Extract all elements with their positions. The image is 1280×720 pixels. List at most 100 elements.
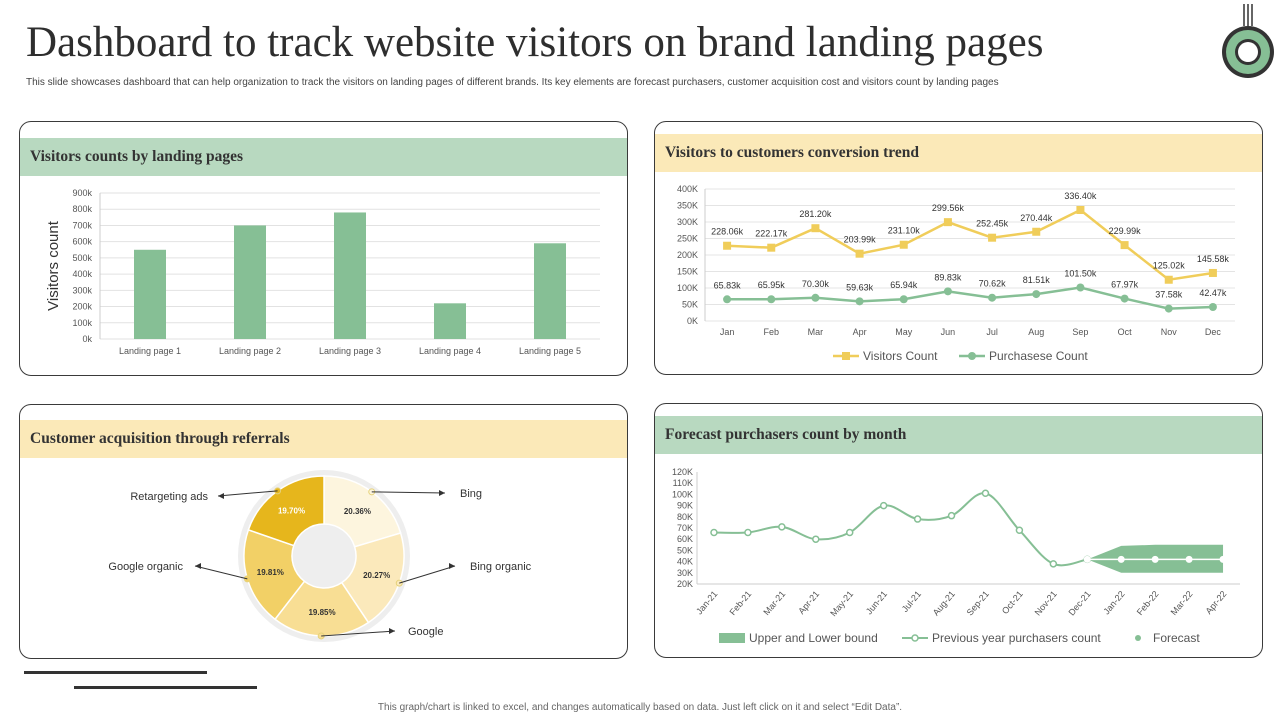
donut-slice-name: Retargeting ads — [130, 491, 208, 503]
conversion-trend-panel: Visitors to customers conversion trend 0… — [654, 121, 1263, 375]
trend-data-label: 70.30k — [802, 279, 830, 289]
fc-y-tick: 100K — [672, 489, 693, 499]
donut-slice-name: Google — [408, 626, 443, 638]
donut-value-label: 20.36% — [344, 507, 371, 516]
fc-x-tick: Jun-21 — [864, 589, 889, 617]
trend-point — [723, 295, 732, 304]
trend-point — [1208, 302, 1217, 311]
trend-point — [943, 218, 952, 227]
trend-point — [1164, 304, 1173, 313]
bar — [134, 249, 166, 339]
fc-forecast-point — [1083, 555, 1091, 563]
donut-slice — [247, 475, 325, 547]
trend-point — [1032, 227, 1041, 236]
trend-data-label: 299.56k — [932, 203, 965, 213]
trend-x-tick: Nov — [1161, 327, 1178, 337]
fc-y-tick: 20K — [677, 579, 693, 589]
fc-y-tick: 110K — [673, 478, 693, 488]
trend-data-label: 42.47k — [1199, 288, 1227, 298]
bar-y-label: Visitors count — [45, 220, 62, 311]
referrals-panel: Customer acquisition through referrals 2… — [19, 404, 628, 659]
bar-y-tick: 500k — [72, 253, 92, 263]
trend-point — [1208, 268, 1217, 277]
fc-prev-year-point — [981, 489, 990, 498]
trend-y-tick: 100K — [677, 283, 698, 293]
bar-y-tick: 400k — [72, 269, 92, 279]
bar — [234, 225, 266, 339]
donut-leader-line — [399, 565, 456, 584]
fc-x-tick: Oct-21 — [1000, 589, 1025, 616]
trend-point — [767, 243, 776, 252]
trend-y-tick: 300K — [677, 217, 698, 227]
trend-y-tick: 200K — [677, 250, 698, 260]
donut-value-label: 19.81% — [257, 568, 284, 577]
fc-x-tick: Jul-21 — [900, 589, 923, 614]
trend-point — [811, 224, 820, 233]
fc-y-tick: 40K — [677, 557, 693, 567]
trend-point — [988, 233, 997, 242]
fc-prev-year-point — [913, 515, 922, 523]
trend-y-tick: 150K — [677, 267, 698, 277]
fc-y-tick: 80K — [677, 512, 693, 522]
bar-y-tick: 600k — [72, 237, 92, 247]
fc-x-tick: May-21 — [828, 589, 855, 618]
conversion-trend-title: Visitors to customers conversion trend — [655, 134, 1262, 172]
target-logo-icon — [1222, 4, 1274, 78]
fc-legend-band-swatch — [719, 633, 745, 643]
bar — [534, 243, 566, 339]
trend-series-line — [727, 286, 1213, 310]
trend-y-tick: 0K — [687, 316, 698, 326]
forecast-panel: Forecast purchasers count by month 20K 30… — [654, 403, 1263, 658]
bar-y-tick: 300k — [72, 285, 92, 295]
trend-data-label: 37.58k — [1155, 290, 1183, 300]
donut-leader-arrow — [439, 490, 445, 496]
trend-data-label: 125.02k — [1153, 261, 1186, 271]
trend-data-label: 231.10k — [888, 226, 921, 236]
trend-data-label: 65.95k — [758, 280, 786, 290]
fc-y-tick: 120K — [672, 467, 693, 477]
trend-data-label: 89.83k — [934, 272, 962, 282]
visitors-bar-chart: 0k 100k 200k 300k 400k 500k 600k 700k 800k 900k Vi… — [45, 188, 600, 356]
trend-x-tick: Mar — [808, 327, 824, 337]
visitors-by-landing-title: Visitors counts by landing pages — [20, 138, 627, 176]
trend-legend-label: Visitors Count — [863, 349, 938, 363]
bar-x-tick: Landing page 2 — [219, 346, 281, 356]
fc-prev-year-point — [845, 528, 854, 537]
donut-slice-name: Bing — [460, 488, 482, 500]
trend-data-label: 252.45k — [976, 219, 1009, 229]
trend-data-label: 222.17k — [755, 229, 788, 239]
donut-value-label: 19.85% — [308, 608, 335, 617]
referrals-title: Customer acquisition through referrals — [20, 420, 627, 458]
fc-forecast-point — [1219, 555, 1227, 563]
trend-data-label: 281.20k — [799, 209, 832, 219]
referrals-donut-chart: 20.36% Bing 20.27% Bing organic 19.85% Google… — [108, 470, 532, 642]
bar-y-tick: 0k — [82, 334, 92, 344]
donut-value-label: 20.27% — [363, 571, 390, 580]
fc-x-tick: Mar-22 — [1169, 589, 1195, 617]
trend-point — [1032, 290, 1041, 299]
donut-leader-line — [371, 491, 446, 494]
fc-x-tick: Feb-22 — [1135, 589, 1161, 617]
fc-legend-label: Forecast — [1153, 631, 1200, 645]
trend-data-label: 67.97k — [1111, 280, 1139, 290]
bar-y-tick: 800k — [72, 204, 92, 214]
fc-x-tick: Feb-21 — [727, 589, 753, 617]
trend-x-tick: Oct — [1118, 327, 1133, 337]
bar-x-tick: Landing page 4 — [419, 346, 481, 356]
donut-slice — [273, 580, 370, 637]
fc-prev-year-point — [744, 528, 752, 537]
bar — [434, 303, 466, 339]
fc-x-tick: Apr-21 — [796, 589, 821, 616]
trend-x-tick: Feb — [763, 327, 779, 337]
trend-data-label: 336.40k — [1064, 191, 1097, 201]
trend-point — [811, 293, 820, 302]
donut-value-label: 19.70% — [278, 506, 305, 515]
donut-leader-line — [194, 565, 248, 580]
trend-x-tick: Dec — [1205, 327, 1222, 337]
bar-x-tick: Landing page 3 — [319, 346, 381, 356]
donut-slice — [243, 528, 306, 621]
fc-prev-year-point — [710, 528, 718, 537]
fc-forecast-point — [1185, 555, 1193, 563]
trend-data-label: 229.99k — [1109, 226, 1142, 236]
trend-legend-marker — [968, 352, 976, 360]
